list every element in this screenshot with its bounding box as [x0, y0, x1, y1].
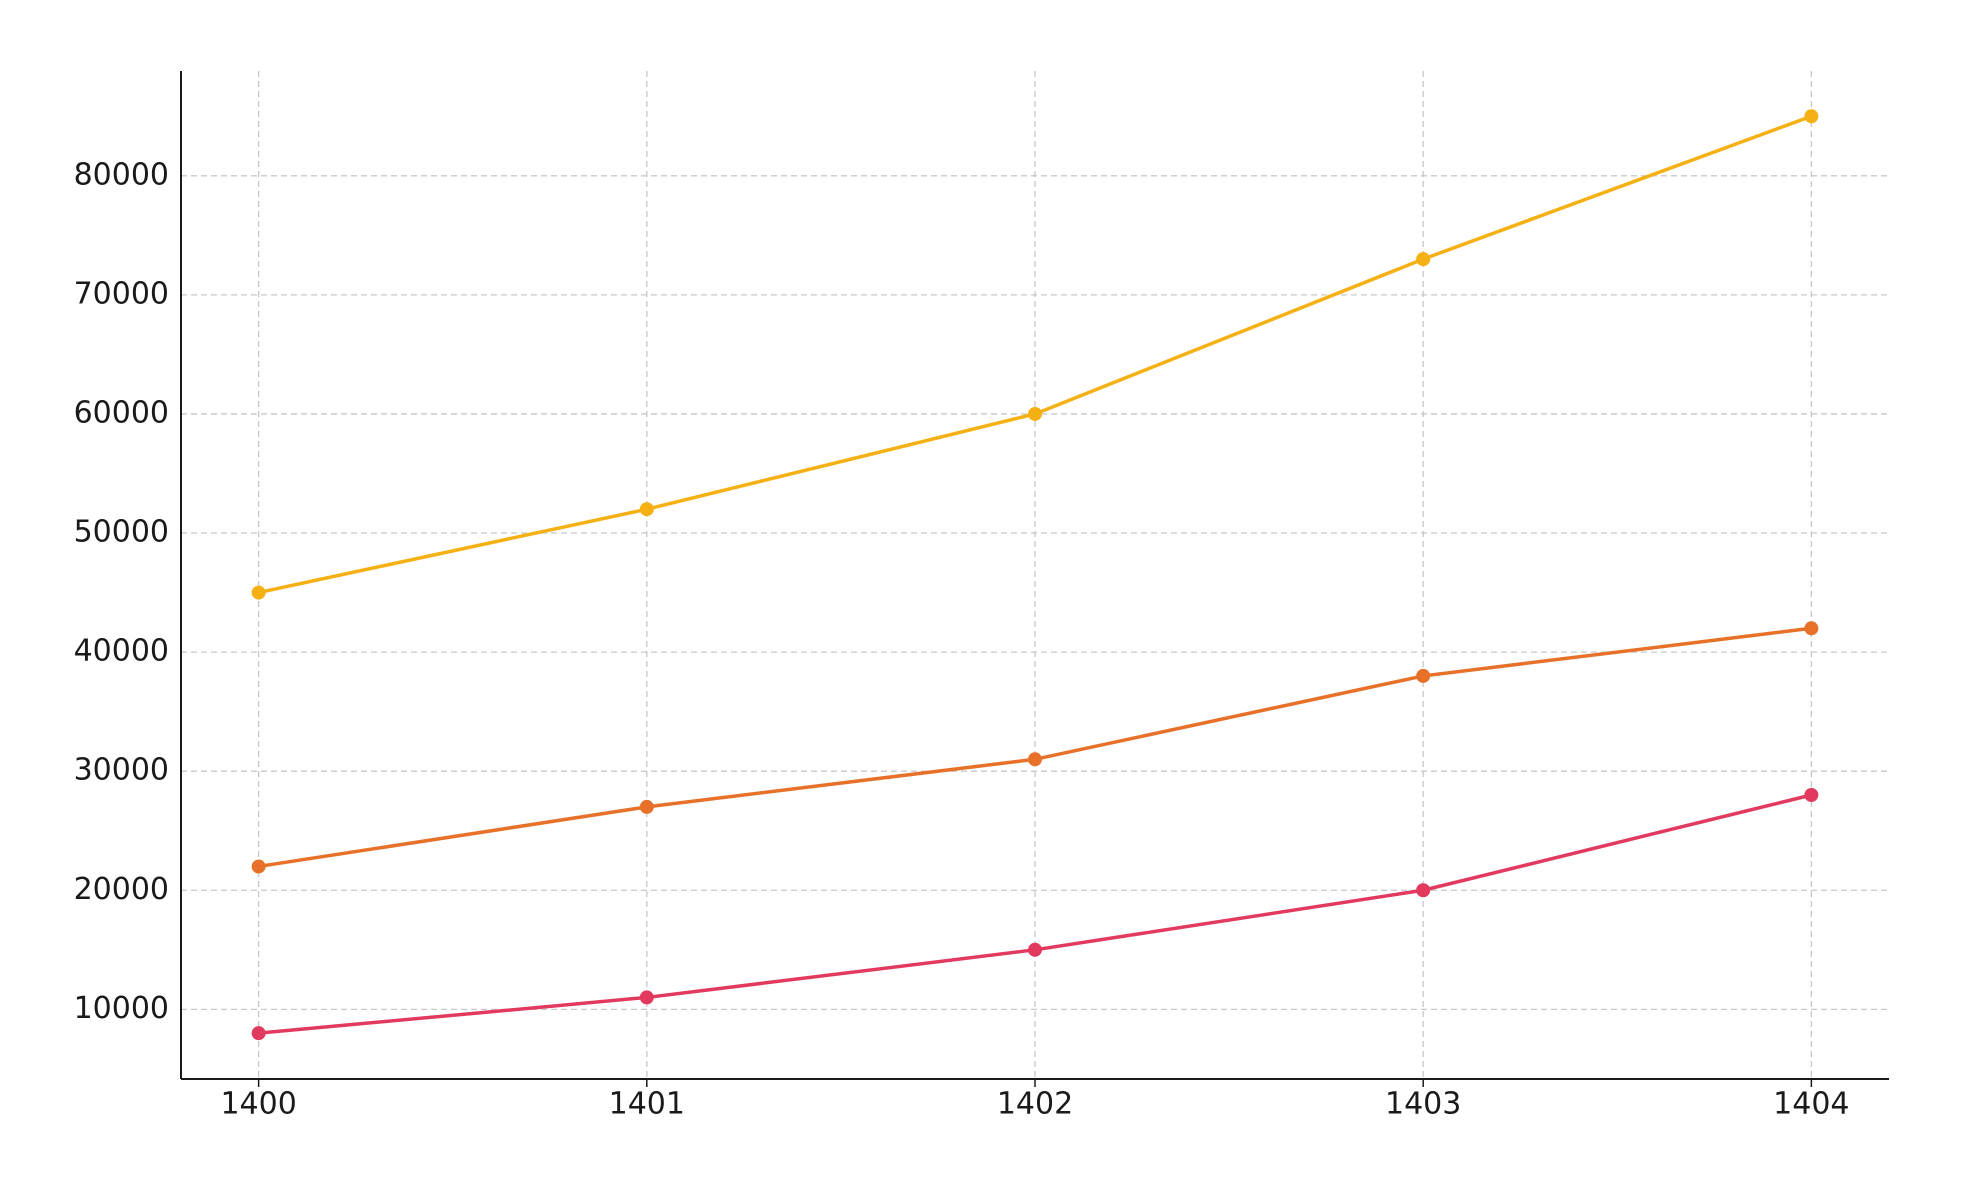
data-point: [251, 585, 266, 600]
data-point: [1804, 109, 1819, 124]
data-point: [251, 1026, 266, 1041]
y-tick-label: 80000: [74, 157, 169, 192]
x-tick-label: 1403: [1385, 1087, 1461, 1122]
y-tick-label: 10000: [74, 991, 169, 1026]
x-tick-label: 1401: [609, 1087, 685, 1122]
data-point: [1028, 942, 1042, 957]
data-point: [251, 859, 266, 874]
data-point: [1416, 252, 1431, 267]
data-point: [639, 990, 654, 1005]
data-point: [639, 799, 654, 814]
data-point: [1028, 752, 1042, 767]
data-point: [1804, 621, 1819, 636]
data-point: [1804, 787, 1819, 802]
y-tick-label: 20000: [74, 872, 169, 907]
y-tick-label: 60000: [74, 395, 169, 430]
y-tick-label: 70000: [74, 276, 169, 311]
y-tick-label: 50000: [74, 515, 169, 550]
x-tick-label: 1400: [220, 1087, 296, 1122]
x-tick-label: 1404: [1773, 1087, 1849, 1122]
data-point: [1416, 883, 1431, 898]
data-point: [1416, 668, 1431, 683]
y-tick-label: 30000: [74, 753, 169, 788]
data-point: [1028, 406, 1042, 421]
x-tick-label: 1402: [997, 1087, 1073, 1122]
data-point: [639, 502, 654, 517]
y-tick-label: 40000: [74, 634, 169, 669]
